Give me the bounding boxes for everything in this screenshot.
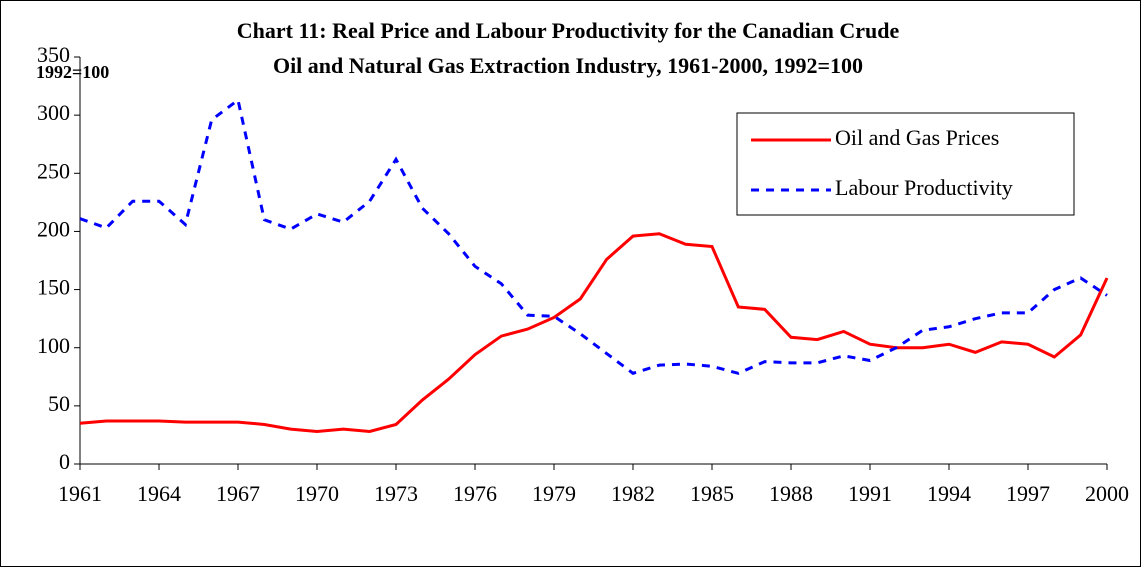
y-tick-label: 250 bbox=[37, 158, 70, 183]
x-tick-label: 1973 bbox=[374, 481, 418, 506]
x-tick-label: 1991 bbox=[848, 481, 892, 506]
x-tick-label: 1970 bbox=[295, 481, 339, 506]
x-tick-label: 1985 bbox=[690, 481, 734, 506]
legend bbox=[736, 112, 1075, 216]
legend-label: Oil and Gas Prices bbox=[835, 125, 999, 150]
x-tick-label: 1976 bbox=[453, 481, 497, 506]
series-line bbox=[79, 232, 1109, 433]
y-tick-label: 50 bbox=[48, 391, 70, 416]
x-tick-label: 1979 bbox=[532, 481, 576, 506]
y-axis-label: 1992=100 bbox=[36, 62, 109, 82]
x-tick-label: 1964 bbox=[137, 481, 181, 506]
x-tick-label: 1961 bbox=[58, 481, 102, 506]
y-tick-label: 350 bbox=[37, 42, 70, 67]
x-tick-label: 2000 bbox=[1085, 481, 1129, 506]
x-tick-label: 1988 bbox=[769, 481, 813, 506]
y-tick-label: 300 bbox=[37, 100, 70, 125]
legend-label: Labour Productivity bbox=[835, 175, 1013, 200]
x-tick-label: 1997 bbox=[1006, 481, 1050, 506]
x-tick-label: 1994 bbox=[927, 481, 971, 506]
y-tick-label: 150 bbox=[37, 275, 70, 300]
chart-title: Oil and Natural Gas Extraction Industry,… bbox=[273, 53, 863, 78]
x-tick-label: 1967 bbox=[216, 481, 260, 506]
y-tick-label: 0 bbox=[59, 449, 70, 474]
series-line bbox=[79, 97, 1108, 375]
x-tick-label: 1982 bbox=[611, 481, 655, 506]
y-tick-label: 200 bbox=[37, 216, 70, 241]
y-tick-label: 100 bbox=[37, 333, 70, 358]
chart-title: Chart 11: Real Price and Labour Producti… bbox=[237, 18, 900, 43]
